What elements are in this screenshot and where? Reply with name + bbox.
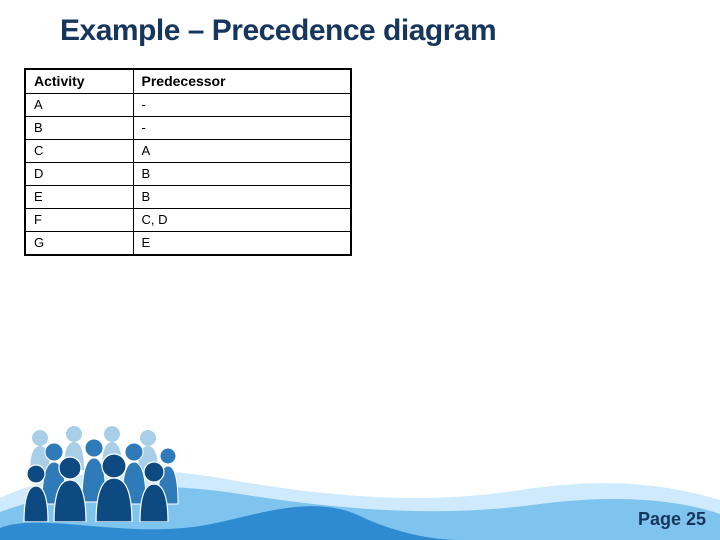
people-back-row [30,426,158,472]
footer-ribbon [0,420,720,540]
slide: Example – Precedence diagram Activity Pr… [0,0,720,540]
people-svg [16,412,191,522]
ribbon-wave-mid [0,487,720,540]
cell-predecessor: A [133,140,351,163]
cell-predecessor: E [133,232,351,256]
cell-activity: F [25,209,133,232]
cell-predecessor: B [133,163,351,186]
table-row: B - [25,117,351,140]
people-front-row [24,454,168,522]
people-graphic [16,412,191,522]
table-row: F C, D [25,209,351,232]
cell-activity: G [25,232,133,256]
cell-predecessor: B [133,186,351,209]
cell-predecessor: C, D [133,209,351,232]
precedence-table: Activity Predecessor A - B - C A D [24,68,352,256]
page-number: Page 25 [638,509,706,530]
people-mid-row [42,439,178,504]
cell-activity: B [25,117,133,140]
cell-activity: A [25,94,133,117]
cell-predecessor: - [133,117,351,140]
table-row: C A [25,140,351,163]
table-header-row: Activity Predecessor [25,69,351,94]
ribbon-wave-back [0,471,720,540]
cell-predecessor: - [133,94,351,117]
ribbon-svg [0,420,720,540]
cell-activity: E [25,186,133,209]
cell-activity: C [25,140,133,163]
precedence-table-container: Activity Predecessor A - B - C A D [24,68,352,256]
ribbon-wave-front [0,506,460,540]
table-row: G E [25,232,351,256]
slide-title: Example – Precedence diagram [60,14,496,48]
col-header-predecessor: Predecessor [133,69,351,94]
table-row: E B [25,186,351,209]
table-row: A - [25,94,351,117]
table-row: D B [25,163,351,186]
col-header-activity: Activity [25,69,133,94]
cell-activity: D [25,163,133,186]
